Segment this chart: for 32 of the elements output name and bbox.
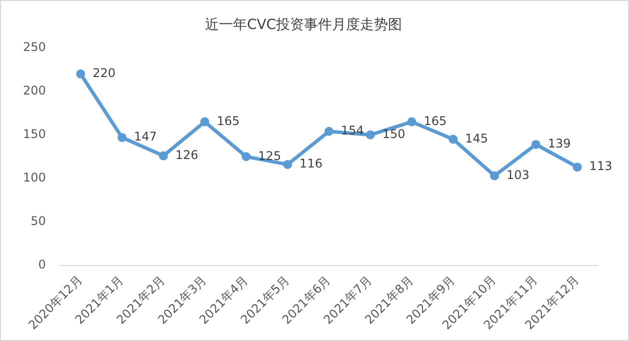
data-label: 113: [589, 159, 612, 174]
point: [366, 130, 375, 140]
point: [283, 160, 292, 169]
point: [324, 126, 334, 136]
y-tick-label: 150: [23, 126, 46, 141]
point: [200, 117, 210, 126]
data-label: 139: [548, 136, 571, 151]
point: [490, 171, 500, 180]
point: [531, 140, 540, 149]
chart-title: 近一年CVC投资事件月度走势图: [204, 17, 402, 34]
data-label: 116: [300, 156, 322, 171]
data-label: 150: [382, 126, 406, 141]
point: [448, 134, 458, 144]
y-tick-label: 50: [30, 214, 46, 228]
data-label: 103: [506, 168, 530, 182]
point: [407, 117, 416, 126]
point: [117, 132, 126, 142]
point: [158, 151, 168, 160]
y-tick-label: 100: [23, 170, 46, 185]
y-tick-label: 0: [38, 258, 46, 272]
y-tick-label: 250: [23, 40, 46, 54]
data-label: 145: [465, 131, 488, 146]
data-label: 220: [92, 66, 116, 80]
point: [242, 152, 251, 162]
y-tick-label: 200: [23, 83, 46, 98]
point: [76, 69, 86, 78]
data-label: 147: [134, 130, 157, 144]
data-label: 126: [175, 148, 198, 162]
data-label: 165: [424, 114, 447, 128]
data-label: 165: [216, 114, 240, 128]
point: [572, 162, 582, 172]
data-label: 125: [258, 148, 282, 163]
